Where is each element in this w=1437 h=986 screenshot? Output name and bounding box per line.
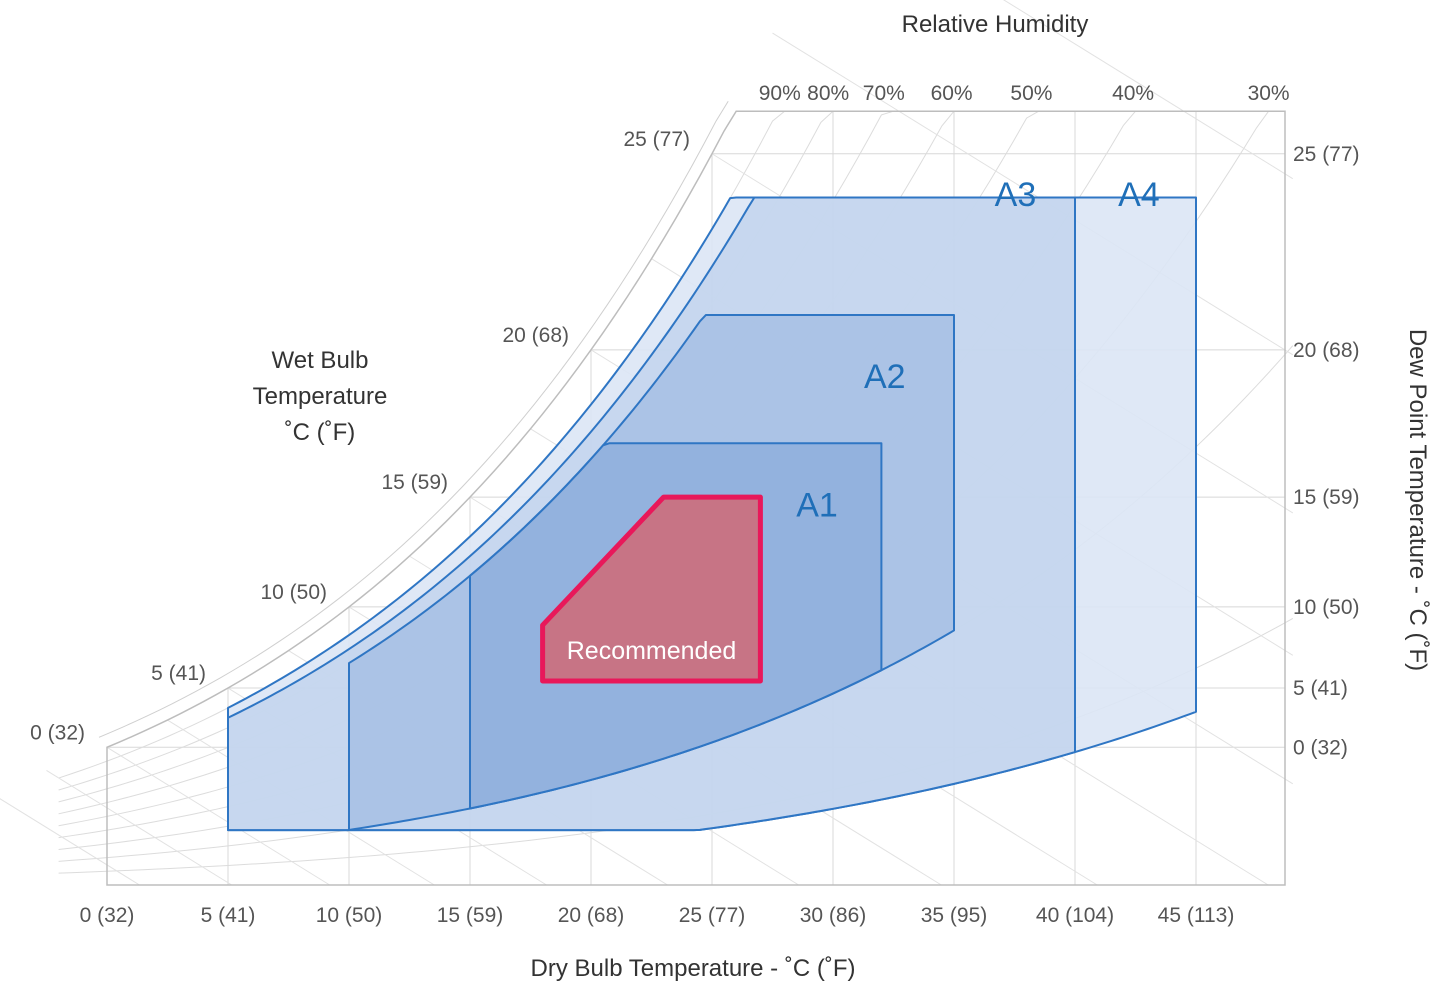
wb-tick-label: 25 (77) [623,128,690,151]
rh-tick-label: 40% [1112,82,1154,105]
grid-line-wb [106,746,330,886]
frame-layer [98,100,1286,886]
y-tick-label: 20 (68) [1293,339,1360,362]
zone-label-a4: A4 [1118,176,1160,214]
wb-tick-label: 5 (41) [151,662,206,685]
x-tick-label: 35 (95) [921,904,988,927]
x-tick-label: 45 (113) [1158,904,1235,927]
y-axis-title: Dew Point Temperature - ˚C (˚F) [1404,329,1431,671]
x-axis-title: Dry Bulb Temperature - ˚C (˚F) [531,955,856,982]
rh-tick-label: 30% [1248,82,1290,105]
wb-tick-label: 0 (32) [30,721,85,744]
x-tick-label: 20 (68) [558,904,625,927]
ticks-layer: 0 (32) 5 (41) 10 (50) 15 (59) 20 (68) 25 (77)… [30,82,1359,927]
x-tick-label: 40 (104) [1036,904,1114,927]
rh-tick-label: 90% [759,82,801,105]
y-tick-label: 5 (41) [1293,677,1348,700]
y-tick-label: 0 (32) [1293,736,1348,759]
chart-frame [106,110,1286,886]
zone-labels-layer: A4 A3 A2 A1 Recommended [567,176,1160,665]
rh-tick-label: 50% [1010,82,1052,105]
rh-tick-label: 60% [931,82,973,105]
grid-line-wb [772,32,1294,356]
rh-axis-title: Relative Humidity [902,11,1089,38]
saturation-outer-curve [98,100,729,738]
wb-tick-label: 20 (68) [502,324,569,347]
zone-recommended [540,494,763,684]
x-tick-label: 30 (86) [800,904,867,927]
zones-layer [227,196,1197,832]
x-tick-label: 25 (77) [679,904,746,927]
x-tick-label: 0 (32) [80,904,135,927]
rh-tick-label: 70% [863,82,905,105]
wb-axis-title-line1: Wet Bulb [272,347,369,374]
y-tick-label: 25 (77) [1293,143,1360,166]
x-tick-label: 5 (41) [201,904,256,927]
grid-line-wb [1002,0,1294,180]
zone-label-a3: A3 [995,176,1037,214]
grid-line-wb [46,770,233,886]
zone-label-a2: A2 [864,358,906,396]
y-tick-label: 10 (50) [1293,596,1360,619]
x-tick-label: 10 (50) [316,904,383,927]
wb-axis-title-line2: Temperature [253,383,388,410]
wb-axis-title-line3: ˚C (˚F) [285,419,356,446]
rh-tick-label: 80% [807,82,849,105]
y-tick-label: 15 (59) [1293,486,1360,509]
x-tick-label: 15 (59) [437,904,504,927]
grid-line-wb [0,798,140,886]
zone-label-a1: A1 [796,486,838,524]
wb-tick-label: 15 (59) [381,471,448,494]
wb-tick-label: 10 (50) [260,581,327,604]
zone-label-recommended: Recommended [567,637,737,665]
